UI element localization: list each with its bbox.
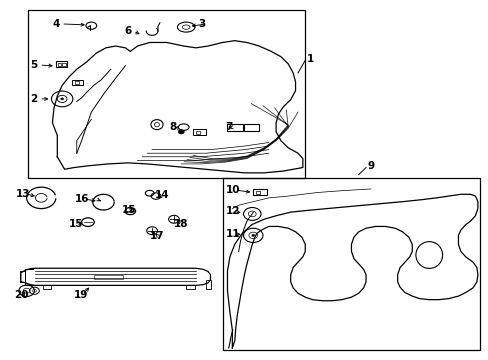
Text: 5: 5 <box>30 60 38 70</box>
Bar <box>244 123 259 131</box>
Text: 13: 13 <box>16 189 30 199</box>
Text: 14: 14 <box>154 190 169 200</box>
Bar <box>205 280 211 289</box>
Bar <box>94 275 122 279</box>
Text: 3: 3 <box>198 19 205 29</box>
Bar <box>256 191 260 194</box>
Bar <box>227 123 243 131</box>
Text: 15: 15 <box>122 205 136 215</box>
Text: 12: 12 <box>225 206 240 216</box>
Text: 1: 1 <box>306 54 313 64</box>
Text: 2: 2 <box>30 94 38 104</box>
Bar <box>222 178 479 350</box>
Circle shape <box>178 130 184 134</box>
Text: 9: 9 <box>367 161 374 171</box>
Bar <box>253 189 266 195</box>
Bar <box>58 63 61 66</box>
Bar <box>193 129 205 135</box>
Bar <box>28 10 305 178</box>
Bar <box>56 61 66 67</box>
Text: 18: 18 <box>174 219 188 229</box>
Text: 11: 11 <box>225 229 240 239</box>
Bar <box>196 131 200 134</box>
Text: 6: 6 <box>124 26 131 36</box>
Text: 19: 19 <box>73 290 87 300</box>
Bar <box>42 285 51 289</box>
Bar <box>72 80 82 85</box>
Bar <box>75 81 79 84</box>
Text: 10: 10 <box>225 185 240 195</box>
Circle shape <box>61 98 63 100</box>
Text: 17: 17 <box>149 231 164 242</box>
Bar <box>62 63 65 66</box>
Text: 7: 7 <box>224 122 232 132</box>
Text: 15: 15 <box>68 219 83 229</box>
Text: 20: 20 <box>15 290 29 300</box>
Text: 4: 4 <box>52 19 60 29</box>
Bar <box>186 285 195 289</box>
Text: 8: 8 <box>169 122 176 132</box>
Circle shape <box>251 234 254 237</box>
Text: 16: 16 <box>75 194 90 204</box>
